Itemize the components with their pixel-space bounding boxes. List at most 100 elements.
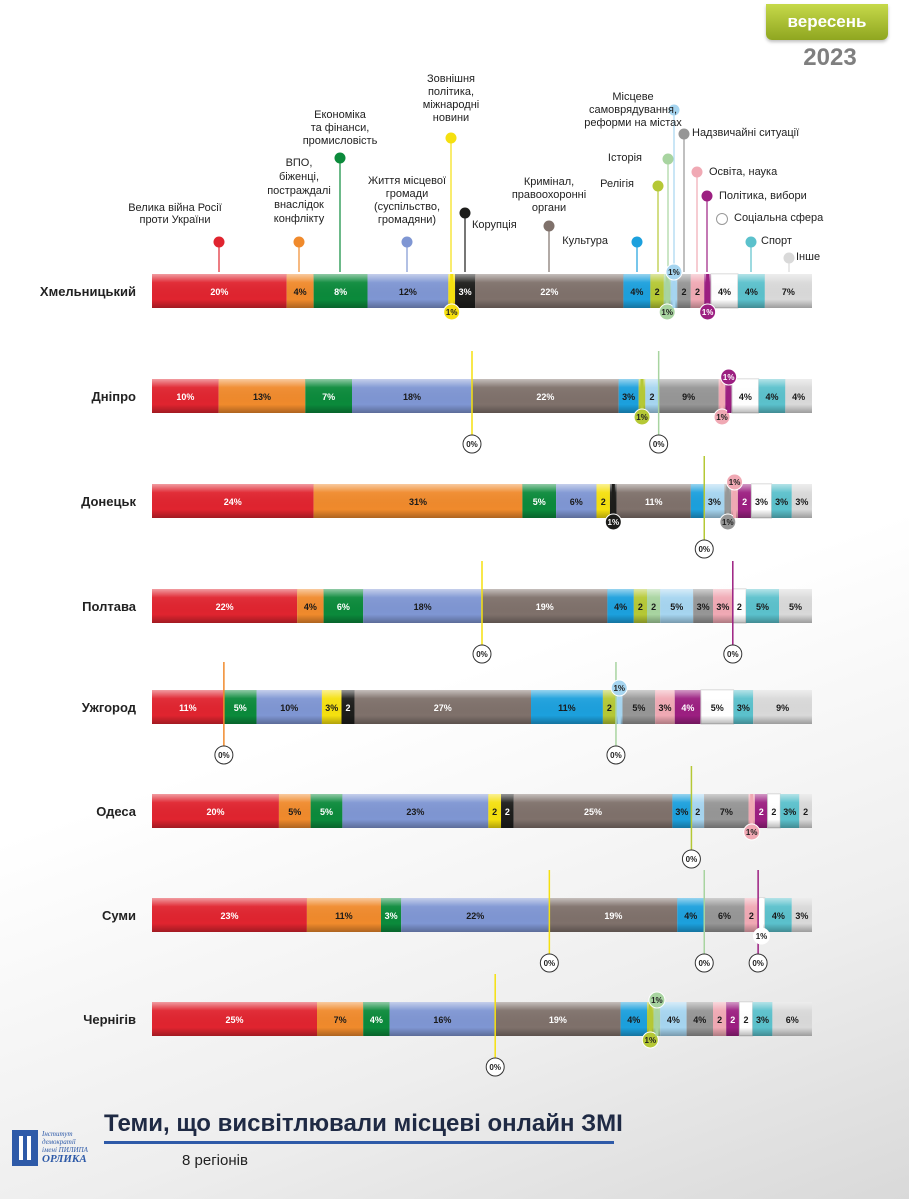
bar-gloss (306, 898, 381, 932)
zero-marker-label: 0% (466, 440, 478, 449)
bar-gloss (660, 589, 694, 623)
bar-gloss (690, 274, 705, 308)
bar-value-label: 5% (632, 703, 645, 713)
bar-gloss (313, 484, 523, 518)
bar-value-label: 22% (540, 287, 558, 297)
bar-value-label: 11% (558, 703, 576, 713)
bar-gloss (739, 1002, 753, 1036)
region-label: Дніпро (92, 389, 137, 404)
logo-mark-icon (12, 1130, 38, 1166)
bar-gloss (389, 1002, 496, 1036)
legend-marker-icon (745, 236, 757, 248)
bar-gloss (218, 379, 306, 413)
bar-value-label: 5% (288, 807, 301, 817)
zero-marker-circle (723, 644, 743, 664)
small-marker-label: 1% (668, 268, 680, 277)
bar-value-label: 5% (320, 807, 333, 817)
bar-gloss (475, 274, 624, 308)
bar-value-label: 11% (645, 497, 663, 507)
zero-marker-circle (539, 953, 559, 973)
bar-gloss (693, 589, 713, 623)
bar-value-label: 10% (280, 703, 298, 713)
legend-marker-icon (293, 236, 305, 248)
bar-value-label: 7% (322, 392, 335, 402)
bar-value-label: 31% (409, 497, 427, 507)
small-marker-circle (648, 991, 666, 1009)
bar-value-label: 20% (210, 287, 228, 297)
bar-value-label: 2 (743, 1015, 748, 1025)
legend-label: (суспільство, (374, 201, 440, 213)
bar-gloss (700, 690, 734, 724)
legend-label: Велика війна Росії (128, 202, 222, 214)
bar-gloss (713, 1002, 727, 1036)
small-marker-circle (720, 368, 738, 386)
bar-value-label: 23% (220, 911, 238, 921)
legend-label: новини (433, 112, 469, 124)
logo-line-1: Інститут демократії (42, 1130, 76, 1146)
bar-gloss (732, 379, 759, 413)
bar-gloss (354, 690, 532, 724)
bar-value-label: 4% (667, 1015, 680, 1025)
bar-value-label: 24% (224, 497, 242, 507)
bar-gloss (633, 589, 647, 623)
legend-label: Культура (562, 235, 609, 247)
bar-value-label: 4% (614, 602, 627, 612)
bar-value-label: 2 (607, 703, 612, 713)
bar-gloss (596, 484, 610, 518)
legend-label: реформи на містах (584, 117, 682, 129)
bar-value-label: 2 (695, 287, 700, 297)
bar-gloss (767, 794, 781, 828)
legend-label: Місцеве (612, 91, 653, 103)
bar-value-label: 3% (716, 602, 729, 612)
legend-label: біженці, (279, 171, 319, 183)
bar-gloss (152, 794, 279, 828)
bar-gloss (753, 690, 812, 724)
legend-label: Історія (608, 152, 642, 164)
small-marker-label: 1% (636, 413, 648, 422)
bar-value-label: 23% (406, 807, 424, 817)
bar-gloss (297, 589, 324, 623)
bar-value-label: 2 (638, 602, 643, 612)
bar-value-label: 22% (536, 392, 554, 402)
bar-value-label: 2 (695, 807, 700, 817)
year-label: 2023 (803, 44, 857, 71)
bar-gloss (704, 898, 745, 932)
bar-gloss (704, 484, 725, 518)
bar-value-label: 11% (179, 703, 197, 713)
small-marker-circle (665, 263, 683, 281)
bar-gloss (713, 589, 733, 623)
bar-value-label: 4% (304, 602, 317, 612)
bar-gloss (152, 379, 219, 413)
bar-value-label: 4% (765, 392, 778, 402)
legend-label: самоврядування, (589, 104, 677, 116)
bar-value-label: 9% (776, 703, 789, 713)
bar-gloss (152, 690, 224, 724)
small-marker-label: 1% (702, 308, 714, 317)
bar-value-label: 3% (795, 497, 808, 507)
legend-label: Релігія (600, 178, 634, 190)
small-marker-label: 1% (756, 932, 768, 941)
bar-gloss (751, 484, 772, 518)
bar-value-label: 6% (337, 602, 350, 612)
bar-value-label: 3% (325, 703, 338, 713)
bar-gloss (310, 794, 343, 828)
zero-marker-circle (485, 1057, 505, 1077)
bar-value-label: 2 (649, 392, 654, 402)
bar-gloss (602, 690, 616, 724)
legend-marker-icon (691, 166, 703, 178)
bar-gloss (622, 690, 656, 724)
small-marker-circle (743, 823, 761, 841)
small-marker-label: 1% (716, 413, 728, 422)
bar-value-label: 2 (737, 602, 742, 612)
bar-gloss (352, 379, 472, 413)
bar-value-label: 4% (772, 911, 785, 921)
bar-value-label: 3% (755, 497, 768, 507)
legend-marker-icon (459, 207, 471, 219)
small-marker-label: 1% (446, 308, 458, 317)
bar-gloss (779, 589, 812, 623)
legend-label: Надзвичайні ситуації (692, 127, 799, 139)
bar-gloss (616, 484, 691, 518)
bar-gloss (482, 589, 608, 623)
legend-label: конфлікту (274, 213, 325, 225)
zero-marker-label: 0% (698, 545, 710, 554)
